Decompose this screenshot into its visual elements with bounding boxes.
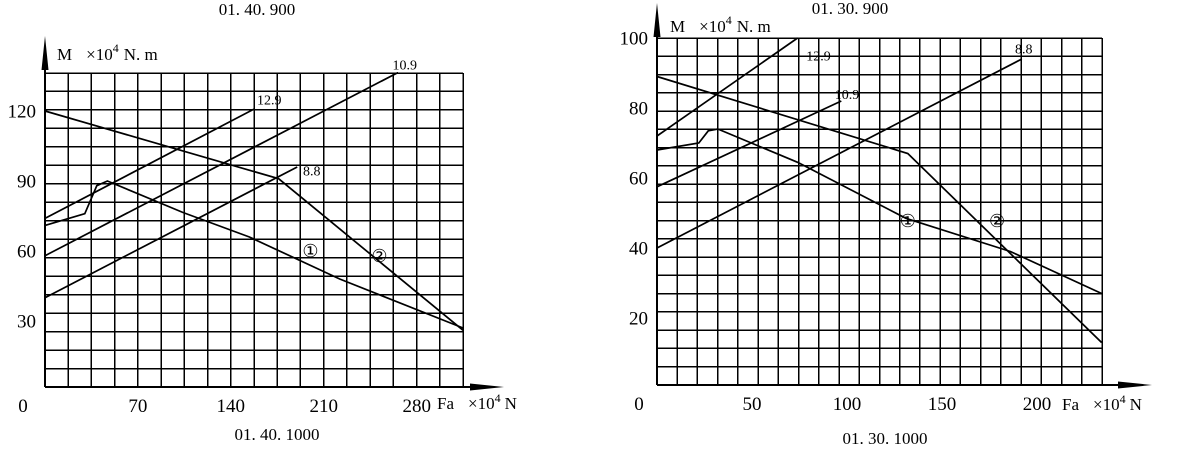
y-tick-label: 100 bbox=[620, 29, 649, 50]
x-tick-label: 200 bbox=[1023, 394, 1052, 415]
y-axis-arrow-icon bbox=[653, 3, 661, 37]
x-axis-arrow-icon bbox=[1118, 381, 1152, 389]
bolt-grade-label: 12.9 bbox=[806, 50, 831, 65]
x-axis-arrow-icon bbox=[470, 383, 504, 391]
y-tick-label: 80 bbox=[629, 99, 648, 120]
chart-bottom-title: 01. 30. 1000 bbox=[843, 429, 928, 448]
curve-number-label: ② bbox=[371, 246, 387, 267]
bolt-grade-label: 12.9 bbox=[257, 93, 282, 108]
series-bolt-grade-10.9 bbox=[44, 72, 399, 257]
y-tick-label: 20 bbox=[629, 309, 648, 330]
x-tick-label: 150 bbox=[928, 394, 957, 415]
x-tick-label: 100 bbox=[833, 394, 862, 415]
y-axis-title: M ×104 N. m bbox=[57, 41, 158, 64]
bolt-grade-label: 8.8 bbox=[1015, 43, 1033, 58]
x-tick-label: 70 bbox=[128, 396, 147, 417]
y-tick-label: 30 bbox=[17, 312, 36, 333]
x-tick-label: 0 bbox=[18, 396, 28, 417]
y-tick-label: 60 bbox=[17, 242, 36, 263]
x-tick-label: 50 bbox=[743, 394, 762, 415]
y-tick-label: 90 bbox=[17, 172, 36, 193]
series-capacity-curve-1 bbox=[44, 180, 464, 329]
bolt-grade-label: 8.8 bbox=[303, 165, 321, 180]
x-tick-label: 280 bbox=[402, 396, 431, 417]
series-bolt-grade-8.8 bbox=[656, 58, 1023, 249]
series-bolt-grade-8.8 bbox=[44, 166, 298, 299]
series-bolt-grade-12.9 bbox=[44, 107, 256, 220]
x-tick-label: 140 bbox=[217, 396, 246, 417]
y-axis-title: M ×104 N. m bbox=[670, 13, 771, 36]
y-tick-label: 40 bbox=[629, 239, 648, 260]
curve-number-label: ① bbox=[302, 241, 318, 262]
x-tick-label: 210 bbox=[310, 396, 339, 417]
bolt-grade-label: 10.9 bbox=[835, 88, 860, 103]
x-axis-title: Fa ×104 N bbox=[1062, 392, 1142, 414]
grid bbox=[44, 72, 464, 388]
axes bbox=[653, 3, 1152, 389]
series-capacity-curve-1 bbox=[656, 128, 1102, 295]
y-axis-arrow-icon bbox=[41, 36, 49, 70]
chart-left: 12.9 10.9 8.8 ① ② 0 70 140 210 280 30 60 90 120 01. 40… bbox=[8, 0, 517, 444]
x-tick-label: 0 bbox=[634, 394, 644, 415]
x-axis-title: Fa ×104 N bbox=[437, 391, 517, 413]
y-tick-label: 120 bbox=[8, 102, 37, 123]
bolt-grade-label: 10.9 bbox=[392, 58, 417, 73]
series-capacity-curve-2 bbox=[44, 110, 464, 331]
chart-top-title: 01. 30. 900 bbox=[812, 0, 889, 18]
series-bolt-grade-12.9 bbox=[656, 37, 799, 137]
curve-number-label: ① bbox=[900, 211, 916, 232]
series-capacity-curve-2 bbox=[656, 75, 1103, 344]
chart-bottom-title: 01. 40. 1000 bbox=[235, 425, 320, 444]
chart-right: 12.9 10.9 8.8 ① ② 0 50 100 150 200 20 40 60 80 100 01. … bbox=[620, 0, 1152, 448]
y-tick-label: 60 bbox=[629, 169, 648, 190]
axes bbox=[41, 36, 504, 391]
curve-number-label: ② bbox=[989, 211, 1005, 232]
chart-top-title: 01. 40. 900 bbox=[219, 0, 296, 19]
series-bolt-grade-10.9 bbox=[656, 100, 842, 188]
